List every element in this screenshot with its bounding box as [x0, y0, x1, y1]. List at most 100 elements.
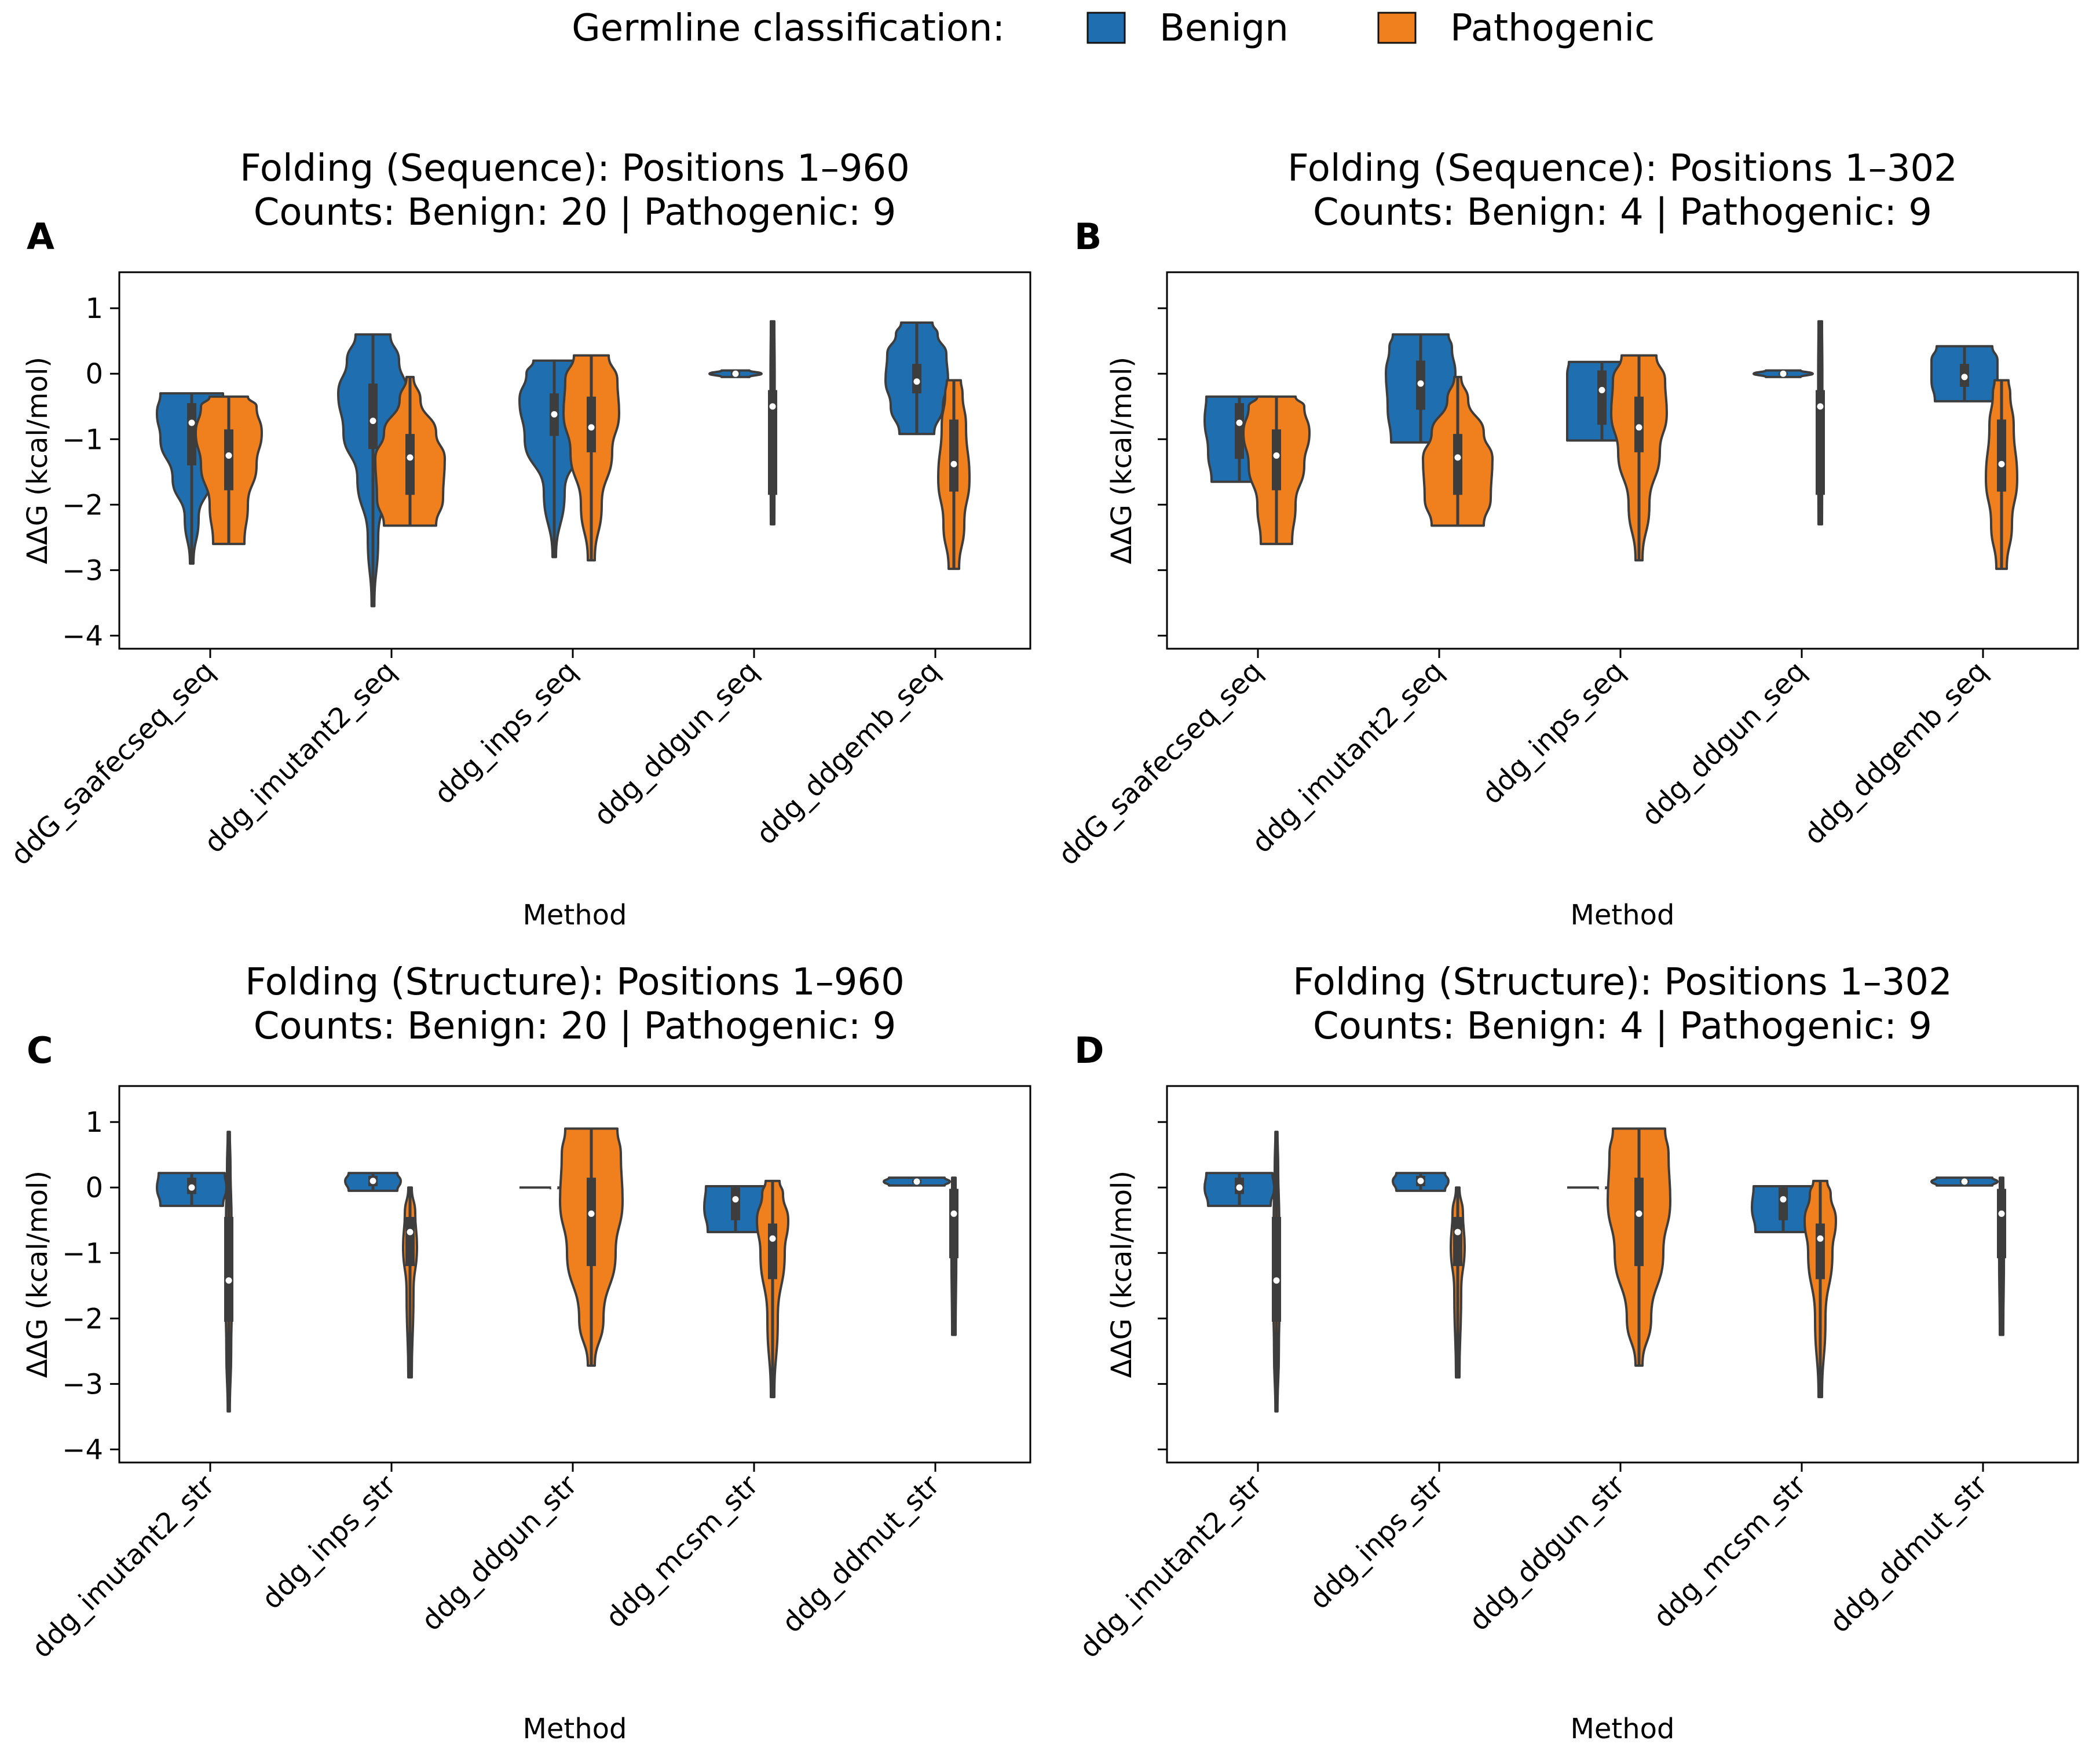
y-tick-label: 1 [85, 293, 103, 325]
violin-pathogenic [562, 354, 620, 562]
violin-pathogenic [374, 375, 446, 527]
violin-median [1598, 386, 1605, 393]
violin-pathogenic [1607, 1127, 1671, 1367]
panel-letter: A [27, 215, 54, 258]
violin-benign [156, 1172, 228, 1207]
plot-frame [118, 1085, 1031, 1464]
violin-median [1417, 380, 1424, 387]
x-tick-label: ddg_inps_str [1303, 1469, 1450, 1615]
panel-letter: C [27, 1029, 53, 1072]
x-tick-label: ddg_ddgemb_seq [750, 655, 946, 851]
violin-box [1816, 390, 1825, 495]
violin-benign [1203, 1172, 1275, 1207]
x-tick-label: ddg_imutant2_str [1073, 1469, 1269, 1665]
x-tick-label: ddG_saafecseq_seq [5, 655, 221, 872]
violin-pathogenic [224, 1131, 233, 1413]
y-tick-label: −2 [62, 489, 103, 521]
x-axis-label: Method [1570, 1713, 1674, 1744]
violin-box [949, 419, 958, 492]
panels: Folding (Sequence): Positions 1–960Count… [5, 147, 2079, 1744]
violin-median [913, 1178, 920, 1185]
violin-median [913, 378, 920, 385]
violin-box [1997, 1189, 2006, 1259]
violin-median [188, 419, 195, 426]
y-tick-label: −4 [62, 1434, 103, 1466]
violin-box [731, 1187, 740, 1220]
plot-frame [1166, 271, 2079, 650]
violin-box [949, 1189, 958, 1259]
violin-box [224, 429, 233, 491]
violin-pathogenic [949, 1176, 958, 1336]
violin-pathogenic [1450, 1186, 1466, 1379]
panel-title-line2: Counts: Benign: 4 | Pathogenic: 9 [1313, 191, 1932, 234]
x-axis-label: Method [522, 1713, 627, 1744]
y-tick-label: −4 [62, 620, 103, 652]
violin-box [405, 434, 415, 495]
violin-median [1817, 1235, 1824, 1242]
violin-box [405, 1217, 415, 1266]
panel-d: Folding (Structure): Positions 1–302Coun… [1073, 961, 2079, 1744]
violin-pathogenic [1816, 320, 1825, 526]
violin-box [1453, 434, 1462, 495]
violin-median [1636, 1210, 1642, 1217]
panel-a: Folding (Sequence): Positions 1–960Count… [5, 147, 1031, 931]
violin-median [1273, 452, 1280, 459]
panel-title-line2: Counts: Benign: 20 | Pathogenic: 9 [254, 1005, 897, 1048]
panel-title-line1: Folding (Structure): Positions 1–302 [1293, 961, 1952, 1004]
x-tick-label: ddg_mcsm_str [1647, 1469, 1813, 1635]
x-tick-label: ddg_imutant2_seq [1246, 655, 1450, 860]
violin-pathogenic [195, 395, 263, 546]
violin-median [1417, 1178, 1424, 1184]
violin-median [1817, 403, 1824, 410]
violin-median [732, 1196, 739, 1203]
x-tick-label: ddg_inps_str [255, 1469, 402, 1615]
violin-pathogenic [937, 379, 971, 571]
panel-title-line2: Counts: Benign: 4 | Pathogenic: 9 [1313, 1005, 1932, 1048]
violin-pathogenic [1803, 1179, 1837, 1398]
violin-benign [708, 369, 763, 378]
x-tick-label: ddg_inps_seq [428, 655, 583, 810]
violin-median [1998, 460, 2005, 467]
violin-box [768, 1223, 777, 1279]
violin-median [769, 1235, 776, 1242]
violin-box [1235, 403, 1244, 459]
y-axis-label: ΔΔG (kcal/mol) [1106, 1171, 1138, 1378]
violin-median [225, 1277, 232, 1284]
x-tick-label: ddg_ddgun_seq [588, 655, 765, 832]
violin-pathogenic [1985, 379, 2018, 571]
panel-c: Folding (Structure): Positions 1–960Coun… [21, 961, 1031, 1744]
y-tick-label: −3 [62, 1368, 103, 1401]
x-tick-label: ddg_imutant2_str [25, 1469, 221, 1665]
x-tick-label: ddg_inps_seq [1476, 655, 1631, 810]
y-tick-label: 0 [85, 1172, 103, 1204]
y-tick-label: −2 [62, 1303, 103, 1335]
violin-pathogenic [1272, 1131, 1281, 1413]
x-tick-label: ddg_imutant2_seq [198, 655, 403, 860]
panel-letter: B [1074, 215, 1102, 258]
violin-median [588, 1210, 595, 1217]
y-tick-label: 0 [85, 358, 103, 390]
legend: Germline classification: Benign Pathogen… [572, 7, 1655, 50]
legend-swatch-pathogenic [1377, 12, 1417, 44]
violin-median [1454, 454, 1461, 461]
violin-pathogenic [756, 1179, 789, 1398]
violin-pathogenic [768, 320, 777, 526]
violin-benign [1930, 345, 1999, 403]
violin-median [1780, 370, 1787, 377]
y-tick-label: −3 [62, 554, 103, 587]
violin-median [769, 403, 776, 410]
violin-box [1816, 1223, 1825, 1279]
violin-median [1961, 1178, 1968, 1185]
legend-label-pathogenic: Pathogenic [1450, 7, 1655, 50]
violin-median [1998, 1210, 2005, 1217]
violin-pathogenic [1422, 375, 1494, 527]
violin-median [1454, 1229, 1461, 1235]
panel-title-line1: Folding (Sequence): Positions 1–302 [1287, 147, 1958, 190]
violin-benign [1392, 1172, 1450, 1192]
violin-box [1779, 1187, 1788, 1220]
x-axis-label: Method [522, 899, 627, 931]
violin-median [950, 1210, 957, 1217]
violin-median [369, 418, 376, 425]
violin-box [1997, 419, 2006, 492]
violin-box [587, 1178, 596, 1266]
